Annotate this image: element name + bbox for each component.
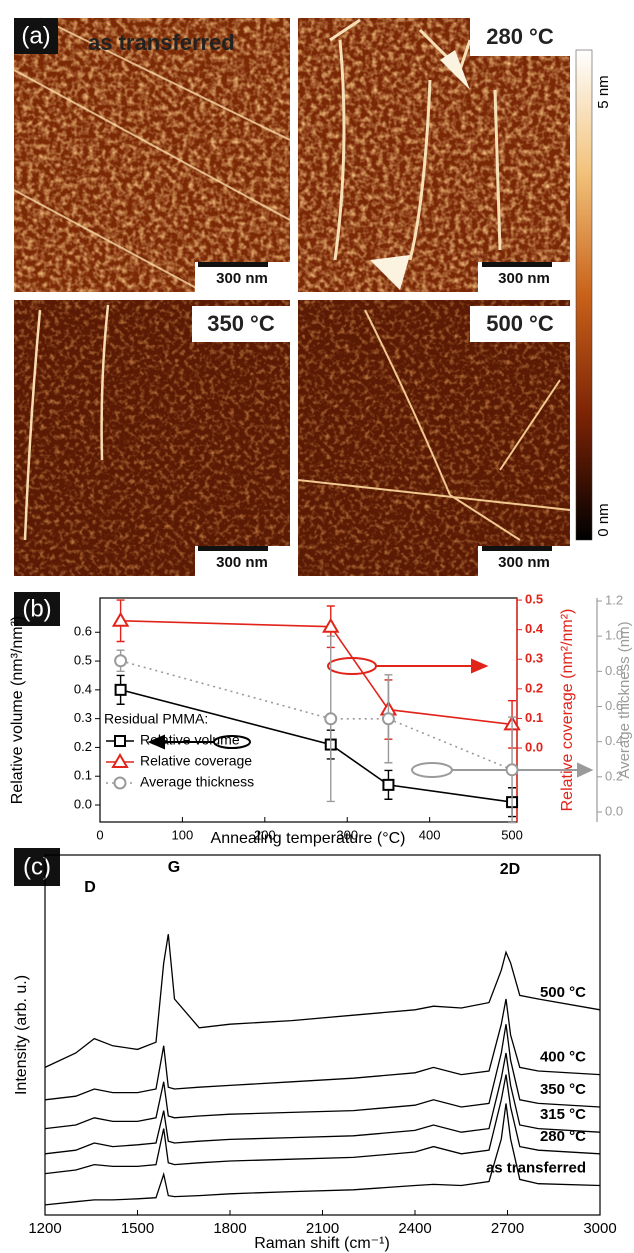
peak-label: G bbox=[168, 859, 180, 876]
y-tick-label: 0.4 bbox=[74, 681, 92, 696]
x-axis-title: Annealing temperature (°C) bbox=[211, 830, 406, 847]
image-title: 350 °C bbox=[207, 311, 275, 336]
colorbar-max-label: 5 nm bbox=[595, 75, 612, 108]
page: as transferred 300 nm 280 °C 300 nm 350 … bbox=[0, 0, 634, 1253]
series-line bbox=[45, 1053, 600, 1154]
series-line bbox=[45, 1103, 600, 1205]
peak-label: 2D bbox=[500, 861, 520, 878]
x-tick-label: 1800 bbox=[213, 1220, 246, 1237]
legend-label: Relative volume bbox=[140, 732, 240, 748]
y3-tick-label: 1.2 bbox=[605, 592, 623, 607]
legend-label: Average thickness bbox=[140, 774, 254, 790]
afm-image: 280 °C 300 nm bbox=[298, 18, 570, 292]
y3-tick-label: 0.6 bbox=[605, 698, 623, 713]
colorbar bbox=[576, 50, 592, 540]
x-tick-label: 0 bbox=[96, 827, 103, 842]
marker bbox=[115, 655, 126, 666]
x-tick-label: 400 bbox=[419, 827, 441, 842]
y-tick-label: 0.0 bbox=[74, 796, 92, 811]
legend-label: 350 °C bbox=[540, 1081, 586, 1098]
marker bbox=[116, 685, 126, 695]
panel-label: (a) bbox=[21, 22, 50, 49]
y2-tick-label: 0.1 bbox=[525, 710, 543, 725]
legend-title: Residual PMMA: bbox=[104, 711, 208, 727]
panel-label: (c) bbox=[23, 853, 51, 880]
scale-bar-label: 300 nm bbox=[216, 554, 268, 571]
afm-image: as transferred 300 nm bbox=[14, 18, 290, 292]
y-tick-label: 0.1 bbox=[74, 768, 92, 783]
series-line bbox=[121, 621, 512, 725]
afm-image: 500 °C 300 nm bbox=[298, 300, 570, 576]
legend-label: 280 °C bbox=[540, 1128, 586, 1145]
marker bbox=[325, 713, 336, 724]
legend-label: 315 °C bbox=[540, 1106, 586, 1123]
x-tick-label: 3000 bbox=[583, 1220, 616, 1237]
legend-marker bbox=[115, 778, 126, 789]
y-axis-title: Relative volume (nm³/nm²) bbox=[9, 616, 26, 804]
legend-label: as transferred bbox=[486, 1159, 586, 1176]
y2-tick-label: 0.3 bbox=[525, 651, 543, 666]
x-tick-label: 2400 bbox=[398, 1220, 431, 1237]
legend-label: Relative coverage bbox=[140, 753, 252, 769]
marker bbox=[114, 614, 128, 626]
panel-label: (b) bbox=[22, 595, 51, 622]
scale-bar-label: 300 nm bbox=[498, 554, 550, 571]
y2-tick-label: 0.2 bbox=[525, 680, 543, 695]
legend-label: 400 °C bbox=[540, 1049, 586, 1066]
x-tick-label: 2100 bbox=[306, 1220, 339, 1237]
y-tick-label: 0.6 bbox=[74, 624, 92, 639]
x-tick-label: 200 bbox=[254, 827, 276, 842]
image-title: 280 °C bbox=[486, 24, 554, 49]
y-tick-label: 0.5 bbox=[74, 652, 92, 667]
y3-tick-label: 0.4 bbox=[605, 733, 623, 748]
peak-label: D bbox=[84, 879, 96, 896]
colorbar-min-label: 0 nm bbox=[595, 503, 612, 536]
x-tick-label: 500 bbox=[501, 827, 523, 842]
y3-tick-label: 0.0 bbox=[605, 803, 623, 818]
figure: as transferred 300 nm 280 °C 300 nm 350 … bbox=[0, 0, 634, 1253]
y3-tick-label: 0.8 bbox=[605, 663, 623, 678]
y-tick-label: 0.3 bbox=[74, 710, 92, 725]
y-tick-label: 0.2 bbox=[74, 739, 92, 754]
y3-tick-label: 0.2 bbox=[605, 768, 623, 783]
y3-tick-label: 1.0 bbox=[605, 628, 623, 643]
scale-bar-label: 300 nm bbox=[498, 270, 550, 287]
x-tick-label: 100 bbox=[172, 827, 194, 842]
x-tick-label: 300 bbox=[336, 827, 358, 842]
y-axis-title: Intensity (arb. u.) bbox=[13, 975, 30, 1095]
legend-marker bbox=[115, 736, 125, 746]
x-tick-label: 2700 bbox=[491, 1220, 524, 1237]
x-tick-label: 1200 bbox=[28, 1220, 61, 1237]
image-title: as transferred bbox=[88, 30, 235, 55]
series-line bbox=[45, 934, 600, 1067]
marker bbox=[383, 713, 394, 724]
image-title: 500 °C bbox=[486, 311, 554, 336]
marker bbox=[383, 780, 393, 790]
y2-axis-title: Relative coverage (nm²/nm²) bbox=[559, 609, 576, 812]
afm-image: 350 °C 300 nm bbox=[14, 300, 290, 576]
y2-tick-label: 0.5 bbox=[525, 592, 543, 607]
marker bbox=[507, 764, 518, 775]
legend-label: 500 °C bbox=[540, 984, 586, 1001]
scale-bar-label: 300 nm bbox=[216, 270, 268, 287]
marker bbox=[324, 620, 338, 632]
x-axis-title: Raman shift (cm⁻¹) bbox=[254, 1235, 390, 1252]
y2-tick-label: 0.4 bbox=[525, 621, 544, 636]
y2-tick-label: 0.0 bbox=[525, 739, 543, 754]
x-tick-label: 1500 bbox=[121, 1220, 154, 1237]
legend-marker bbox=[113, 755, 127, 767]
